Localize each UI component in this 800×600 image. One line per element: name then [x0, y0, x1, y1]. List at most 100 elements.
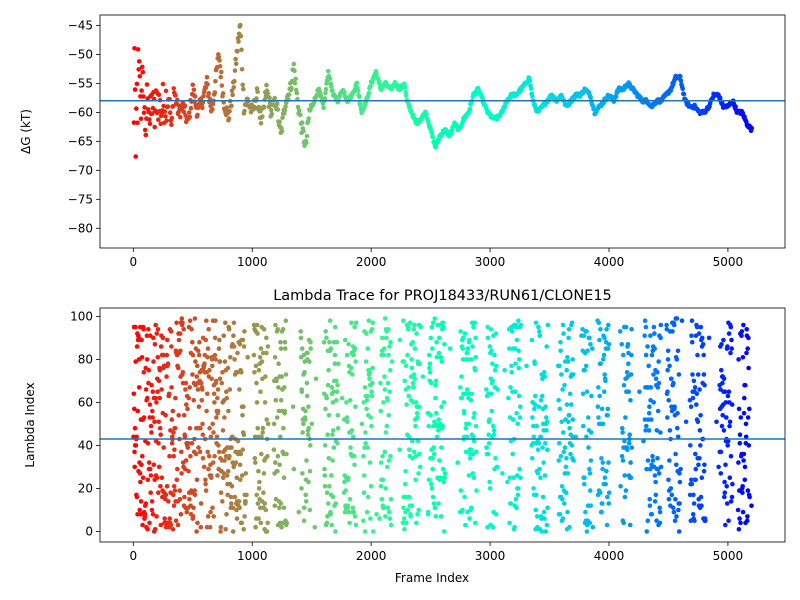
- data-point: [226, 116, 232, 121]
- data-point: [237, 387, 242, 392]
- data-point: [226, 327, 232, 332]
- data-point: [225, 492, 230, 498]
- data-point: [339, 395, 345, 401]
- data-point: [464, 387, 470, 392]
- data-point: [415, 512, 420, 517]
- data-point: [619, 453, 625, 459]
- data-point: [213, 378, 219, 384]
- data-point: [533, 507, 538, 513]
- data-point: [309, 421, 315, 427]
- data-point: [469, 357, 474, 362]
- data-point: [408, 514, 413, 519]
- data-point: [737, 441, 743, 446]
- data-point: [191, 505, 196, 511]
- data-point: [195, 387, 201, 392]
- data-point: [744, 518, 750, 523]
- data-point: [728, 499, 734, 504]
- data-point: [324, 395, 330, 401]
- data-point: [438, 514, 444, 519]
- data-point: [438, 475, 443, 481]
- data-point: [701, 352, 706, 358]
- data-point: [203, 477, 208, 483]
- data-point: [353, 359, 359, 364]
- data-point: [540, 494, 546, 500]
- data-point: [702, 462, 707, 468]
- data-point: [557, 512, 563, 517]
- data-point: [298, 112, 303, 118]
- data-point: [410, 380, 416, 386]
- data-point: [601, 389, 607, 395]
- data-point: [233, 56, 238, 62]
- data-point: [490, 361, 495, 367]
- data-point: [242, 108, 247, 114]
- data-point: [307, 507, 313, 513]
- data-point: [380, 335, 385, 341]
- data-point: [414, 331, 419, 336]
- data-point: [177, 496, 183, 502]
- data-point: [386, 509, 392, 515]
- data-point: [409, 503, 415, 509]
- data-point: [587, 520, 592, 526]
- data-point: [342, 479, 347, 485]
- data-point: [152, 342, 158, 347]
- data-point: [517, 415, 523, 420]
- data-point: [689, 481, 695, 487]
- x-tick-label: 0: [129, 549, 137, 563]
- data-point: [583, 363, 589, 369]
- data-point: [530, 93, 535, 99]
- data-point: [699, 503, 704, 509]
- data-point: [566, 419, 571, 425]
- data-point: [722, 490, 728, 496]
- data-point: [181, 413, 187, 418]
- data-point: [485, 451, 491, 457]
- data-point: [528, 86, 534, 91]
- data-point: [224, 473, 230, 478]
- data-point: [264, 417, 270, 422]
- data-point: [402, 84, 408, 90]
- data-point: [253, 363, 259, 369]
- data-point: [439, 359, 445, 364]
- data-point: [469, 391, 475, 397]
- data-point: [673, 496, 678, 502]
- data-point: [200, 105, 205, 111]
- data-point: [588, 94, 593, 100]
- data-point: [253, 524, 258, 530]
- data-point: [304, 380, 310, 386]
- data-point: [677, 479, 683, 485]
- data-point: [140, 69, 146, 75]
- data-point: [190, 352, 196, 358]
- data-point: [597, 393, 602, 399]
- data-point: [621, 382, 627, 388]
- data-point: [240, 337, 246, 343]
- data-point: [628, 372, 634, 377]
- data-point: [369, 389, 374, 395]
- data-point: [135, 408, 141, 414]
- data-point: [582, 475, 587, 481]
- data-point: [502, 367, 507, 373]
- data-point: [459, 374, 464, 379]
- data-point: [336, 361, 341, 367]
- data-point: [299, 486, 304, 491]
- data-point: [385, 380, 391, 386]
- data-point: [694, 324, 700, 330]
- data-point: [198, 501, 204, 506]
- data-point: [430, 466, 436, 472]
- data-point: [217, 376, 223, 382]
- data-point: [675, 425, 680, 431]
- data-point: [381, 505, 387, 511]
- data-point: [652, 346, 657, 351]
- data-point: [401, 318, 406, 324]
- data-point: [433, 395, 438, 401]
- data-point: [724, 501, 730, 506]
- data-point: [215, 408, 221, 414]
- data-point: [208, 509, 213, 515]
- data-point: [351, 509, 357, 515]
- data-point: [300, 471, 305, 476]
- data-point: [435, 428, 441, 433]
- data-point: [387, 367, 393, 373]
- data-point: [217, 359, 223, 364]
- data-point: [513, 324, 519, 330]
- data-point: [183, 380, 189, 386]
- data-point: [141, 110, 147, 115]
- data-point: [329, 385, 335, 390]
